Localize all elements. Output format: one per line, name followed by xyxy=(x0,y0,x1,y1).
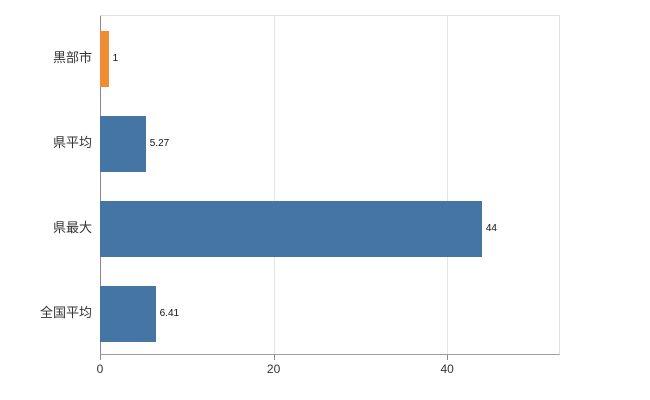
category-label: 県最大 xyxy=(52,219,92,235)
value-label: 1 xyxy=(112,52,119,64)
y-axis-line xyxy=(100,16,101,354)
value-label: 5.27 xyxy=(149,137,170,149)
category-labels: 黒部市県平均県最大全国平均 xyxy=(0,15,92,355)
gridline xyxy=(273,16,275,354)
value-label: 44 xyxy=(485,222,497,234)
category-label: 県平均 xyxy=(52,134,92,150)
x-tick-label: 0 xyxy=(96,362,104,376)
x-tick-label: 20 xyxy=(266,362,281,376)
x-tick-label: 40 xyxy=(440,362,454,376)
plot-area: 1 5.27 44 6.41 xyxy=(100,15,560,355)
category-label: 全国平均 xyxy=(39,304,92,320)
bar xyxy=(100,30,109,87)
bar xyxy=(100,285,156,342)
x-tick-mark xyxy=(447,355,449,360)
x-tick-mark xyxy=(100,355,101,360)
bar xyxy=(100,115,146,172)
value-label: 6.41 xyxy=(159,307,180,319)
category-label: 黒部市 xyxy=(52,49,92,65)
x-tick-mark xyxy=(273,355,275,360)
bar xyxy=(100,200,482,257)
gridline xyxy=(447,16,449,354)
